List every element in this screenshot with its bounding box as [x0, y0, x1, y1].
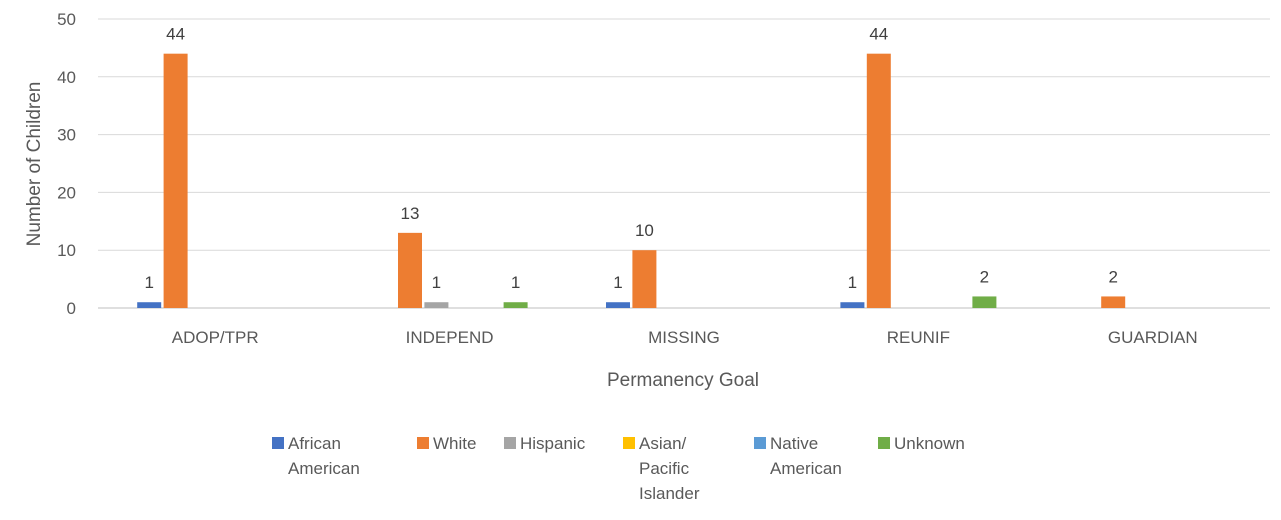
data-label-white-missing: 10: [635, 221, 654, 240]
legend-swatch-asian-pacific-islander: [623, 437, 635, 449]
legend-swatch-african-american: [272, 437, 284, 449]
x-axis-categories: ADOP/TPR INDEPEND MISSING REUNIF GUARDIAN: [172, 328, 1198, 347]
y-tick-label-0: 0: [67, 299, 76, 318]
legend-item-asian-pacific-islander: Asian/Pacific Islander: [623, 434, 700, 503]
data-label-african-american-adop-tpr: 1: [144, 273, 153, 292]
x-tick-label-guardian: GUARDIAN: [1108, 328, 1198, 347]
bar-white-guardian: [1101, 296, 1126, 308]
legend-label-white: White: [433, 434, 476, 453]
bar-hispanic-independ: [424, 302, 449, 308]
legend-swatch-unknown: [878, 437, 890, 449]
legend-label-unknown: Unknown: [894, 434, 965, 453]
y-tick-label-40: 40: [57, 68, 76, 87]
y-tick-label-20: 20: [57, 183, 76, 202]
data-label-african-american-reunif: 1: [848, 273, 857, 292]
data-labels: 1 44 13 1 1 1 10 1 44 2 2: [144, 25, 1117, 293]
bar-unknown-independ: [503, 302, 528, 308]
legend-label-hispanic: Hispanic: [520, 434, 586, 453]
x-axis-title: Permanency Goal: [607, 370, 759, 391]
x-tick-label-independ: INDEPEND: [406, 328, 494, 347]
legend-label-african-american: African American: [288, 434, 360, 478]
legend-item-native-american: Native American: [754, 434, 842, 478]
y-axis-title: Number of Children: [24, 82, 45, 247]
x-tick-label-missing: MISSING: [648, 328, 720, 347]
legend-swatch-white: [417, 437, 429, 449]
legend-item-african-american: African American: [272, 434, 360, 478]
bar-white-missing: [632, 250, 657, 308]
bar-african-american-missing: [606, 302, 630, 308]
bar-african-american-reunif: [840, 302, 865, 308]
data-label-unknown-reunif: 2: [980, 267, 989, 286]
bar-unknown-reunif: [972, 296, 997, 308]
data-label-white-independ: 13: [401, 204, 420, 223]
y-tick-label-50: 50: [57, 10, 76, 29]
x-tick-label-adop-tpr: ADOP/TPR: [172, 328, 259, 347]
bar-white-independ: [398, 232, 422, 308]
legend-item-white: White: [417, 434, 476, 453]
data-label-white-adop-tpr: 44: [166, 25, 185, 44]
x-tick-label-reunif: REUNIF: [887, 328, 950, 347]
bar-white-reunif: [866, 53, 891, 309]
y-axis-ticks: 0 10 20 30 40 50: [57, 10, 76, 318]
data-label-unknown-independ: 1: [511, 273, 520, 292]
gridlines: [98, 18, 1270, 309]
legend: African American White Hispanic Asian/Pacifi…: [272, 434, 965, 503]
y-tick-label-30: 30: [57, 126, 76, 145]
data-label-hispanic-independ: 1: [432, 273, 441, 292]
bars: [137, 53, 1126, 309]
data-label-african-american-missing: 1: [613, 273, 622, 292]
data-label-white-reunif: 44: [869, 25, 888, 44]
legend-label-native-american: Native American: [770, 434, 842, 478]
data-label-white-guardian: 2: [1108, 267, 1117, 286]
bar-white-adop-tpr: [163, 53, 188, 309]
y-tick-label-10: 10: [57, 241, 76, 260]
legend-swatch-native-american: [754, 437, 766, 449]
legend-swatch-hispanic: [504, 437, 516, 449]
legend-item-unknown: Unknown: [878, 434, 965, 453]
legend-label-asian-pacific-islander: Asian/Pacific Islander: [639, 434, 700, 503]
bar-african-american-adop-tpr: [137, 302, 162, 308]
legend-item-hispanic: Hispanic: [504, 434, 586, 453]
